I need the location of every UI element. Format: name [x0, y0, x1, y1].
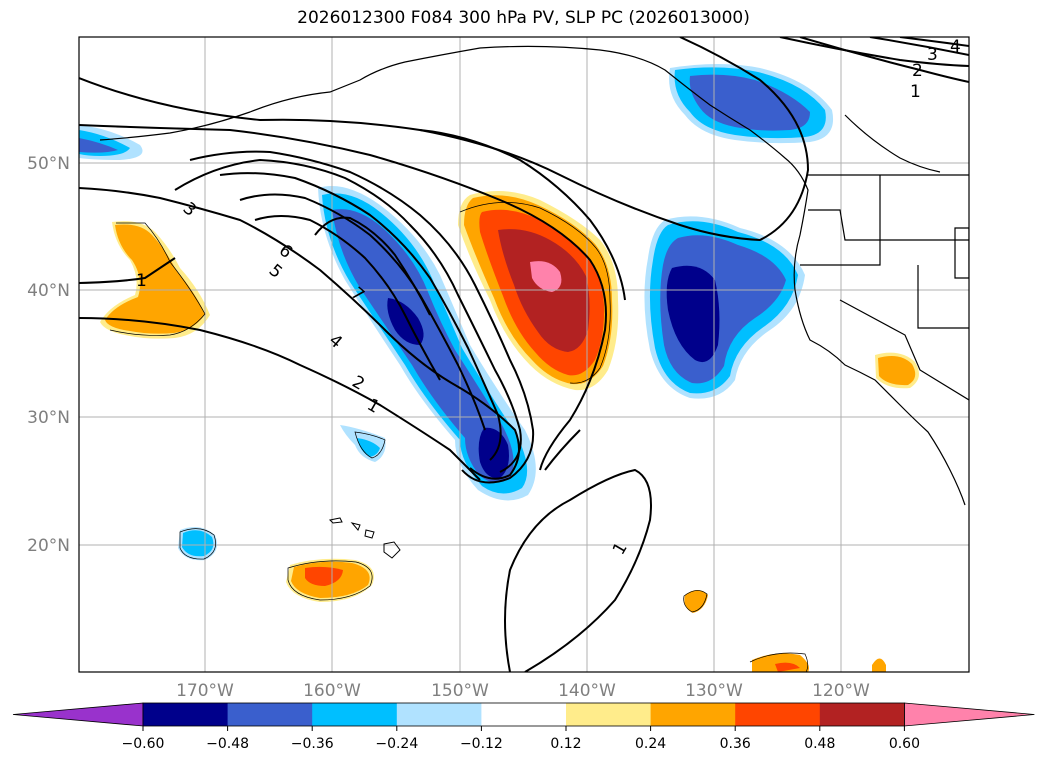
contour-label: 4: [950, 37, 961, 57]
lon-label: 150°W: [431, 681, 489, 701]
colorbar-swatch: [650, 703, 736, 726]
negative-anomaly-east-pacific: [644, 216, 805, 399]
contour-label: 4: [325, 331, 346, 353]
contour-label: 1: [136, 271, 147, 291]
lon-label: 130°W: [685, 681, 743, 701]
colorbar-swatch: [819, 703, 905, 726]
positive-anomaly-small-patches: [286, 352, 919, 672]
colorbar-tick-label: −0.12: [460, 736, 503, 752]
lat-label: 50°N: [27, 154, 70, 174]
colorbar-swatch: [735, 703, 821, 726]
lat-label: 40°N: [27, 281, 70, 301]
negative-anomaly-gulf-alaska: [669, 64, 834, 144]
contour-label: 2: [912, 61, 923, 81]
negative-anomaly-west-tip: [79, 125, 143, 160]
map-frame: [78, 36, 970, 673]
colorbar-tick-label: 0.12: [550, 736, 581, 752]
colorbar-swatch: [312, 703, 398, 726]
colorbar-tick-label: 0.48: [804, 736, 835, 752]
positive-anomaly-main: [458, 191, 619, 391]
colorbar-extend-high: [904, 702, 1035, 727]
colorbar-swatch: [227, 703, 313, 726]
anomaly-outlines: [109, 202, 809, 672]
contour-label: 3: [927, 45, 938, 65]
colorbar-swatch: [143, 703, 229, 726]
lon-label: 160°W: [303, 681, 361, 701]
colorbar: −0.60 −0.48 −0.36 −0.24 −0.12 0.12 0.24 0.36 0.4…: [12, 702, 1035, 752]
colorbar-tick-label: −0.48: [206, 736, 249, 752]
contour-label: 3: [179, 199, 200, 221]
colorbar-tick-label: 0.60: [889, 736, 920, 752]
lat-label: 20°N: [27, 536, 70, 556]
colorbar-extend-low: [12, 702, 144, 727]
colorbar-tick-label: −0.60: [122, 736, 165, 752]
coastlines: [99, 45, 969, 506]
contour-label: 2: [349, 372, 368, 395]
colorbar-tick-label: 0.24: [635, 736, 666, 752]
longitude-labels: 170°W 160°W 150°W 140°W 130°W 120°W: [176, 681, 870, 701]
colorbar-frame: [142, 702, 905, 727]
slp-contours: [79, 37, 969, 672]
colorbar-swatch: [566, 703, 652, 726]
colorbar-swatch: [481, 703, 567, 726]
colorbar-tick-label: 0.36: [720, 736, 751, 752]
lon-label: 140°W: [558, 681, 616, 701]
colorbar-tick-label: −0.36: [291, 736, 334, 752]
colorbar-swatch: [396, 703, 482, 726]
map-title: 2026012300 F084 300 hPa PV, SLP PC (2026…: [297, 8, 750, 28]
hawaii-islands: [328, 517, 401, 559]
colorbar-tick-label: −0.24: [375, 736, 418, 752]
negative-anomaly-small-patches: [178, 425, 386, 561]
lat-label: 30°N: [27, 408, 70, 428]
latitude-labels: 50°N 40°N 30°N 20°N: [27, 154, 70, 556]
contour-label: 5: [265, 261, 286, 283]
contour-label: 1: [910, 82, 921, 102]
contour-label: 1: [609, 539, 632, 558]
lon-label: 120°W: [812, 681, 870, 701]
positive-anomaly-west: [100, 221, 210, 339]
lon-label: 170°W: [176, 681, 234, 701]
